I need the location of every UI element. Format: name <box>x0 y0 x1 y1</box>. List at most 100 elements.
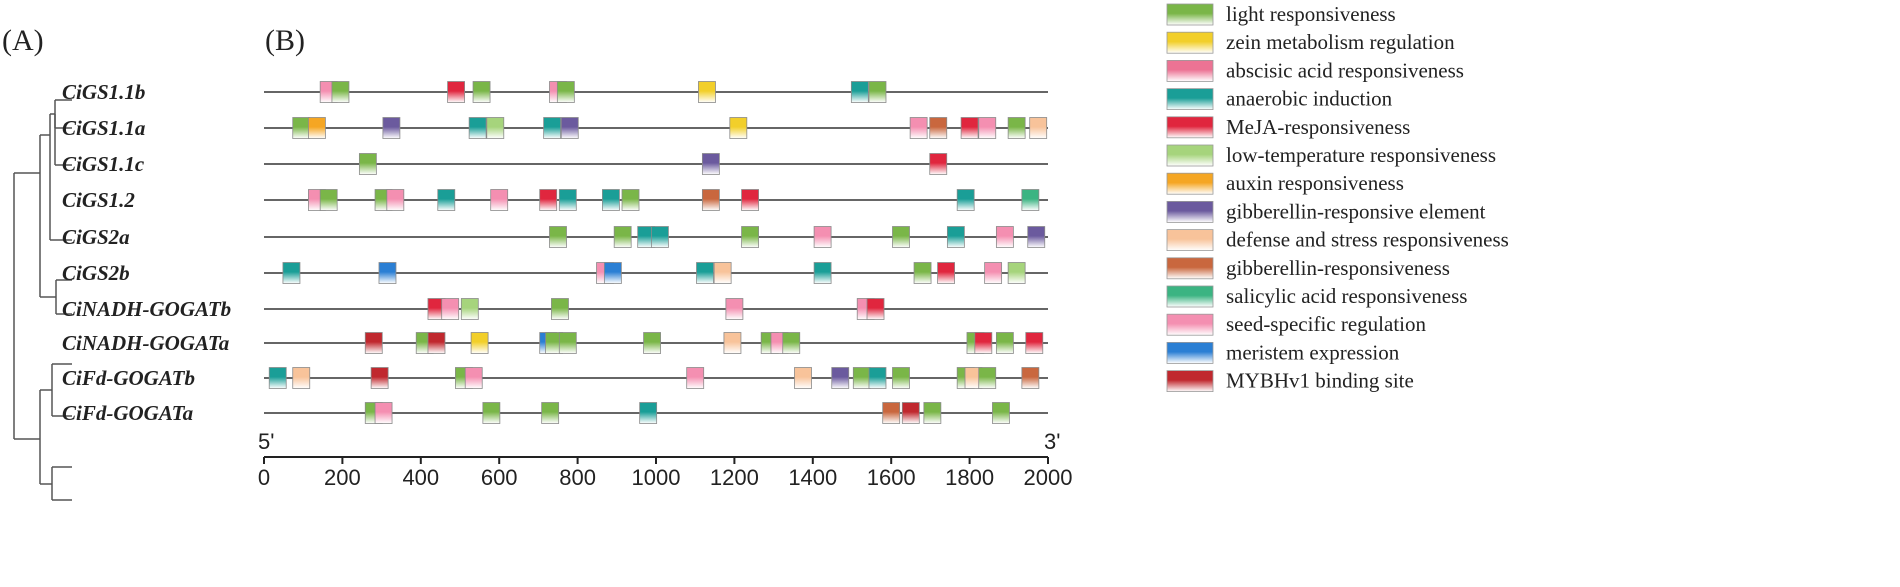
element-seed <box>490 189 509 211</box>
element-light <box>992 402 1010 424</box>
element-zein <box>698 81 716 103</box>
element-anaer <box>850 81 869 103</box>
element-seed <box>386 189 405 211</box>
legend-swatch-seed <box>1166 313 1214 336</box>
element-seed <box>995 226 1014 248</box>
element-light <box>868 81 887 103</box>
element-seed <box>725 298 744 320</box>
element-defense <box>723 332 742 354</box>
legend-label: MYBHv1 binding site <box>1226 369 1414 393</box>
element-seed <box>374 402 393 424</box>
element-defense <box>292 367 311 389</box>
element-light <box>551 298 569 320</box>
legend-swatch-lowtemp <box>1166 144 1214 167</box>
legend-swatch-anaer <box>1166 88 1214 110</box>
panel-a-label: (A) <box>2 24 44 57</box>
element-meja <box>741 189 759 211</box>
axis-tick-label: 400 <box>402 465 439 490</box>
legend-item: light responsiveness <box>1166 2 1396 26</box>
axis-tick-label: 200 <box>324 465 361 490</box>
element-seed <box>686 367 705 389</box>
element-meri <box>378 262 397 284</box>
legend-item: low-temperature responsiveness <box>1166 143 1496 167</box>
three-prime-label: 3' <box>1044 429 1060 454</box>
five-prime-label: 5' <box>258 429 274 454</box>
legend-label: defense and stress responsiveness <box>1226 228 1509 252</box>
element-light <box>923 402 942 424</box>
element-myb <box>370 367 389 389</box>
legend-item: anaerobic induction <box>1166 87 1393 111</box>
legend-swatch-sa <box>1166 285 1214 308</box>
legend-swatch-gare <box>1166 200 1214 223</box>
legend-label: salicylic acid responsiveness <box>1226 284 1467 308</box>
axis-tick-label: 1200 <box>710 465 759 490</box>
gene-row: CiFd-GOGATa <box>62 401 1048 425</box>
axis-tick-label: 800 <box>559 465 596 490</box>
element-light <box>643 332 661 354</box>
axis-tick-label: 600 <box>481 465 518 490</box>
legend-label: zein metabolism regulation <box>1226 30 1455 54</box>
element-light <box>558 332 577 354</box>
element-gib <box>882 402 901 424</box>
element-light <box>1007 117 1026 139</box>
legend-label: anaerobic induction <box>1226 87 1393 111</box>
legend-item: gibberellin-responsive element <box>1166 199 1486 223</box>
element-gare <box>560 117 579 139</box>
gene-label: CiFd-GOGATa <box>62 401 193 425</box>
legend-item: MeJA-responsiveness <box>1166 115 1410 139</box>
element-light <box>852 367 871 389</box>
axis-tick-label: 1600 <box>867 465 916 490</box>
element-light <box>358 153 377 175</box>
gene-label: CiGS2a <box>62 225 130 249</box>
legend-label: MeJA-responsiveness <box>1226 115 1410 139</box>
element-gare <box>831 367 850 389</box>
element-light <box>892 367 910 389</box>
element-anaer <box>956 189 975 211</box>
gene-row: CiGS2a <box>62 225 1048 249</box>
element-gare <box>701 153 720 175</box>
legend-swatch-zein <box>1166 31 1214 54</box>
element-seed <box>441 298 460 320</box>
element-light <box>613 226 632 248</box>
axis-tick-label: 2000 <box>1024 465 1073 490</box>
element-seed <box>813 226 832 248</box>
gene-row: CiFd-GOGATb <box>62 366 1048 390</box>
gene-row: CiGS2b <box>62 261 1048 285</box>
legend-label: gibberellin-responsive element <box>1226 199 1486 223</box>
gene-label: CiNADH-GOGATb <box>62 297 231 321</box>
element-lowtemp <box>460 298 479 320</box>
element-zein <box>470 332 489 354</box>
element-anaer <box>639 402 658 424</box>
gene-label: CiGS1.1c <box>62 152 145 176</box>
element-anaer <box>946 226 965 248</box>
gene-row: CiNADH-GOGATa <box>62 331 1048 355</box>
legend-swatch-myb <box>1166 370 1214 393</box>
element-light <box>892 226 910 248</box>
legend-label: abscisic acid responsiveness <box>1226 58 1464 82</box>
legend-item: abscisic acid responsiveness <box>1166 58 1464 82</box>
legend-item: salicylic acid responsiveness <box>1166 284 1467 308</box>
element-gare <box>382 117 401 139</box>
element-anaer <box>868 367 887 389</box>
element-light <box>995 332 1014 354</box>
element-light <box>782 332 801 354</box>
legend-item: auxin responsiveness <box>1166 171 1404 195</box>
position-axis: 5' 3' 0 200 400 600 800 1000 1200 1400 1600 1800 200… <box>258 429 1073 490</box>
axis-tick-label: 1800 <box>945 465 994 490</box>
legend-swatch-meja <box>1166 116 1214 139</box>
legend-item: MYBHv1 binding site <box>1166 369 1414 393</box>
gene-label: CiGS1.1a <box>62 116 145 140</box>
element-meja <box>937 262 955 284</box>
element-meja <box>539 189 558 211</box>
element-anaer <box>282 262 301 284</box>
axis-tick-label: 0 <box>258 465 270 490</box>
element-meja <box>974 332 993 354</box>
legend-item: defense and stress responsiveness <box>1166 228 1509 252</box>
element-defense <box>1029 117 1048 139</box>
legend-swatch-gib <box>1166 257 1214 280</box>
element-lowtemp <box>1007 262 1026 284</box>
element-anaer <box>813 262 832 284</box>
element-light <box>913 262 932 284</box>
element-myb <box>427 332 446 354</box>
legend-label: auxin responsiveness <box>1226 171 1404 195</box>
